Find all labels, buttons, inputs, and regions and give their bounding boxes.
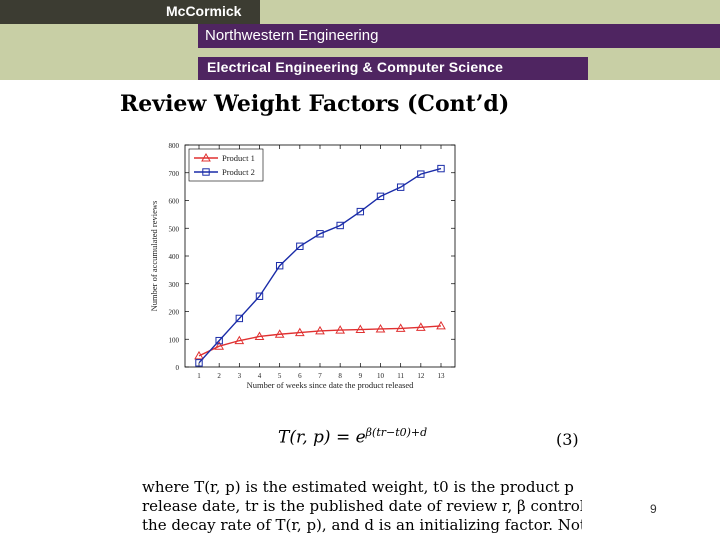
legend-marker-2 (202, 168, 210, 176)
series-1-point (375, 323, 386, 333)
series-2-point (235, 314, 244, 323)
description-line-2: release date, tr is the published date o… (142, 497, 582, 515)
department-bar: Electrical Engineering & Computer Scienc… (198, 57, 588, 80)
x-tick-label: 1 (197, 372, 201, 380)
description-line-1: where T(r, p) is the estimated weight, t… (142, 478, 574, 496)
x-tick-label: 6 (298, 372, 302, 380)
formula-description: where T(r, p) is the estimated weight, t… (142, 478, 582, 535)
series-2-point (417, 170, 425, 178)
weight-formula: T(r, p) = eβ(tr−t0)+d (278, 426, 427, 448)
y-tick-label: 600 (169, 198, 180, 206)
y-tick-label: 200 (169, 309, 180, 317)
y-tick-label: 400 (169, 253, 180, 261)
series-1-point (274, 329, 285, 338)
series-1-point (294, 327, 305, 337)
x-axis-label: Number of weeks since date the product r… (247, 380, 415, 390)
y-tick-label: 500 (169, 225, 180, 233)
formula-lhs: T(r, p) = e (278, 427, 366, 448)
equation-number: (3) (556, 430, 579, 449)
legend-label-1: Product 1 (222, 153, 255, 163)
legend-label-2: Product 2 (222, 167, 255, 177)
description-line-3: the decay rate of T(r, p), and d is an i… (142, 516, 582, 534)
series-2-point (275, 262, 284, 270)
series-2-point (195, 359, 203, 367)
series-2-point (255, 292, 264, 300)
chart-container: 0 100 200 300 400 500 600 700 800 1 2 3 4 5 6 7 8 9 10 11 12… (117, 125, 599, 400)
series-1-point (395, 323, 406, 332)
x-tick-label: 12 (417, 372, 425, 380)
y-tick-label: 0 (176, 364, 180, 372)
series-line-1 (198, 325, 442, 357)
series-2-point (396, 183, 405, 191)
series-1-point (355, 324, 366, 334)
x-tick-label: 4 (258, 372, 262, 380)
series-1-point (335, 325, 346, 334)
series-1-point (436, 320, 446, 330)
x-tick-label: 2 (217, 372, 221, 380)
series-1-point (194, 350, 204, 360)
series-2-point (356, 207, 365, 216)
x-tick-label: 13 (438, 372, 446, 380)
x-tick-label: 11 (397, 372, 404, 380)
x-tick-label: 10 (377, 372, 385, 380)
series-line-2 (198, 167, 442, 364)
department-name: Electrical Engineering & Computer Scienc… (207, 59, 504, 75)
series-2-point (296, 242, 304, 250)
x-tick-label: 8 (338, 372, 342, 380)
page-number: 9 (650, 502, 657, 516)
y-tick-label: 300 (169, 281, 180, 289)
y-tick-label: 700 (169, 170, 180, 178)
x-tick-label: 5 (278, 372, 282, 380)
y-tick-label: 800 (169, 142, 180, 150)
formula-panel (133, 400, 583, 540)
series-2-point (376, 192, 385, 201)
y-axis-label: Number of accumulated reviews (149, 201, 159, 312)
slide-title: Review Weight Factors (Cont’d) (120, 91, 510, 117)
series-2-point (215, 336, 223, 345)
formula-exponent: β(tr−t0)+d (365, 426, 428, 439)
legend-box (188, 148, 264, 182)
x-tick-label: 3 (238, 372, 242, 380)
school-name: Northwestern Engineering (205, 27, 379, 44)
series-1-point (234, 335, 245, 345)
series-1-point (214, 341, 225, 350)
x-tick-label: 9 (359, 372, 363, 380)
brand-bar: McCormick (0, 0, 260, 24)
series-1-point (415, 322, 426, 331)
y-tick-label: 100 (169, 336, 180, 344)
series-2-point (316, 230, 324, 238)
x-tick-label: 7 (318, 372, 322, 380)
series-1-point (254, 331, 265, 340)
brand-name: McCormick (166, 3, 242, 19)
series-2-point (437, 164, 445, 173)
school-bar: Northwestern Engineering (198, 24, 720, 48)
series-1-point (315, 325, 325, 335)
legend-marker-1 (201, 152, 211, 162)
series-2-point (336, 221, 344, 230)
